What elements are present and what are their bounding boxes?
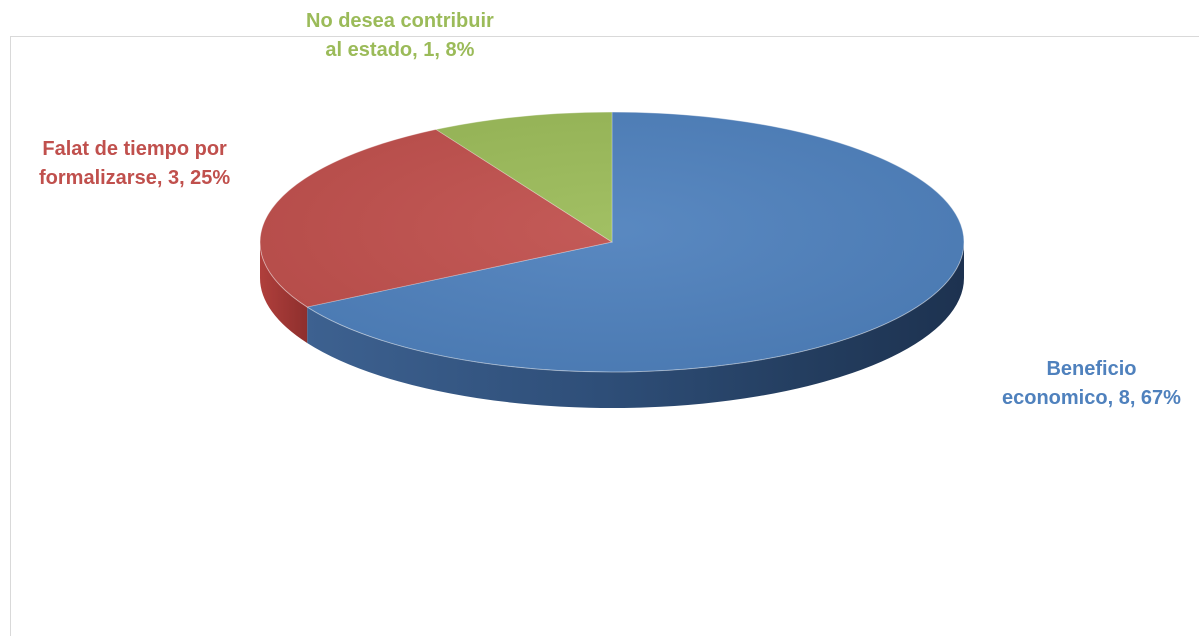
- label-no-contribuir-line2: al estado, 1, 8%: [325, 39, 475, 61]
- pie-tops: [259, 111, 965, 373]
- pie-top-sheen: [259, 111, 965, 373]
- label-falta-tiempo-line1: Falat de tiempo por: [42, 138, 227, 160]
- label-beneficio: Beneficio economico, 8, 67%: [1002, 355, 1181, 413]
- pie-side-1: [260, 242, 308, 343]
- label-beneficio-line2: economico, 8, 67%: [1002, 387, 1181, 409]
- label-falta-tiempo-line2: formalizarse, 3, 25%: [39, 167, 231, 189]
- label-no-contribuir: No desea contribuir al estado, 1, 8%: [306, 7, 494, 65]
- chart-area: Beneficio economico, 8, 67% Falat de tie…: [10, 7, 1199, 636]
- pie-sides: [260, 242, 965, 408]
- pie-side-0: [307, 242, 965, 408]
- label-falta-tiempo: Falat de tiempo por formalizarse, 3, 25%: [39, 135, 230, 193]
- label-beneficio-line1: Beneficio: [1046, 358, 1137, 380]
- pie-chart: [259, 111, 965, 408]
- label-no-contribuir-line1: No desea contribuir: [306, 10, 494, 32]
